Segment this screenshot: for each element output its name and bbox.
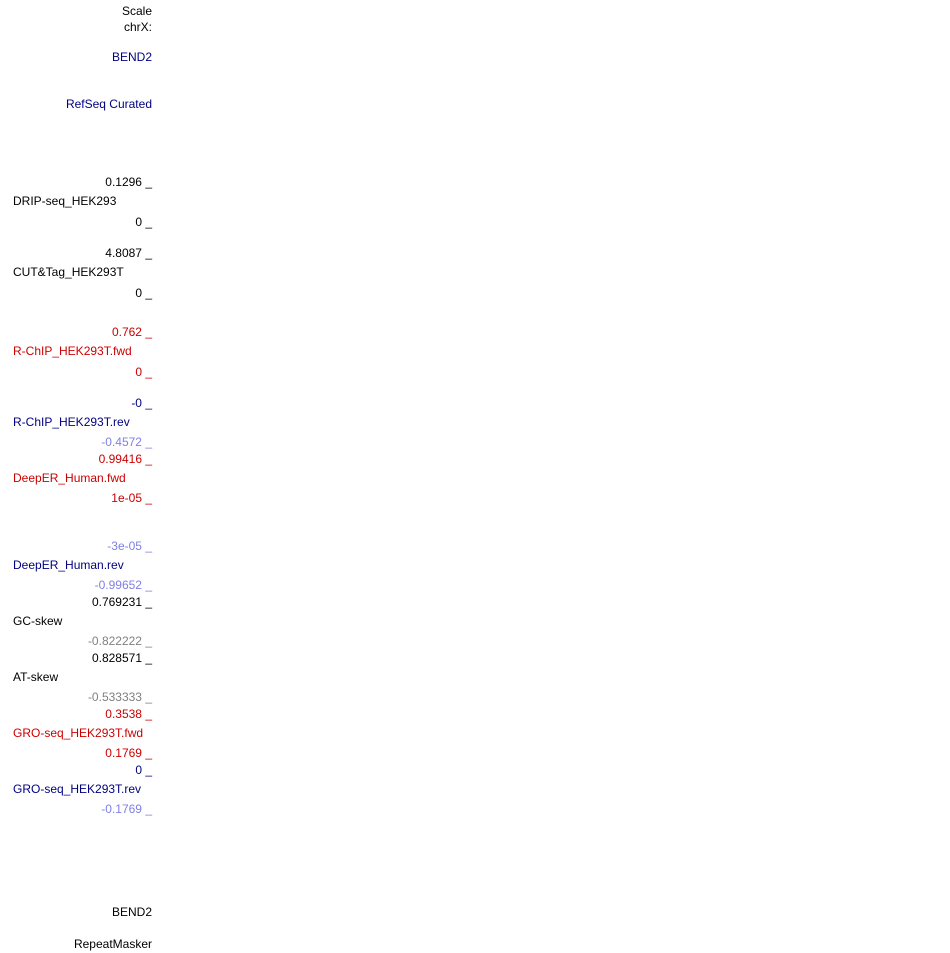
track-min-value: -0.533333 _ bbox=[87, 690, 152, 704]
track-min-value: 1e-05 _ bbox=[111, 491, 152, 505]
track-label-gc-skew[interactable]: GC-skew bbox=[13, 614, 63, 628]
track-max-value: 0 _ bbox=[135, 763, 152, 777]
track-max-value: 4.8087 _ bbox=[105, 246, 152, 260]
track-max-value: 0.3538 _ bbox=[105, 707, 152, 721]
track-max-value: 0.1296 _ bbox=[105, 175, 152, 189]
gene-label-bend2[interactable]: BEND2 bbox=[111, 50, 152, 64]
track-max-value: 0.828571 _ bbox=[91, 651, 152, 665]
track-min-value: 0.1769 _ bbox=[105, 746, 152, 760]
track-max-value: 0.99416 _ bbox=[98, 452, 152, 466]
track-max-value: -0 _ bbox=[131, 396, 152, 410]
scale-label: Scale bbox=[121, 4, 152, 18]
track-label-drip-seq[interactable]: DRIP-seq_HEK293 bbox=[13, 194, 117, 208]
track-label-at-skew[interactable]: AT-skew bbox=[13, 670, 59, 684]
track-label-gro-seq-fwd[interactable]: GRO-seq_HEK293T.fwd bbox=[13, 726, 144, 740]
track-min-value: 0 _ bbox=[135, 215, 152, 229]
track-label-r-chip-fwd[interactable]: R-ChIP_HEK293T.fwd bbox=[13, 344, 132, 358]
track-min-value: -0.822222 _ bbox=[87, 634, 152, 648]
track-max-value: -3e-05 _ bbox=[107, 539, 152, 553]
track-min-value: 0 _ bbox=[135, 286, 152, 300]
track-label-deeper-rev[interactable]: DeepER_Human.rev bbox=[13, 558, 124, 572]
repeatmasker-track-label[interactable]: RepeatMasker bbox=[73, 937, 152, 951]
track-label-r-chip-rev[interactable]: R-ChIP_HEK293T.rev bbox=[13, 415, 130, 429]
track-label-gro-seq-rev[interactable]: GRO-seq_HEK293T.rev bbox=[13, 782, 142, 796]
track-min-value: -0.1769 _ bbox=[101, 802, 152, 816]
refseq-track-label[interactable]: RefSeq Curated bbox=[65, 97, 152, 111]
track-min-value: -0.99652 _ bbox=[94, 578, 152, 592]
track-min-value: -0.4572 _ bbox=[101, 435, 152, 449]
track-max-value: 0.762 _ bbox=[111, 325, 152, 339]
track-label-deeper-fwd[interactable]: DeepER_Human.fwd bbox=[13, 471, 126, 485]
track-max-value: 0.769231 _ bbox=[91, 595, 152, 609]
track-min-value: 0 _ bbox=[135, 365, 152, 379]
gene-label-bend2-bottom[interactable]: BEND2 bbox=[111, 905, 152, 919]
track-label-cut-tag[interactable]: CUT&Tag_HEK293T bbox=[13, 265, 124, 279]
chrom-position-label: chrX: bbox=[123, 20, 152, 34]
